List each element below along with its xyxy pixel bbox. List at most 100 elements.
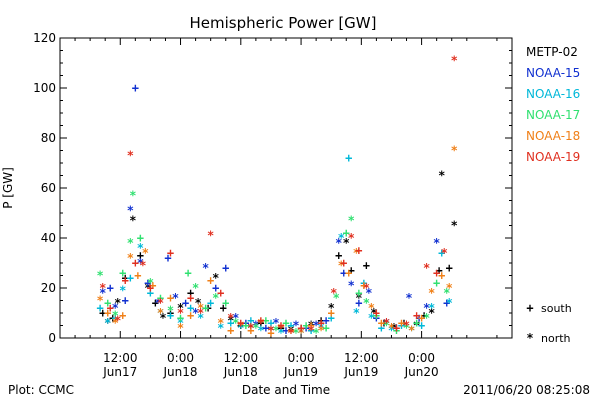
plot-timestamp: 2011/06/20 08:25:08: [463, 383, 590, 397]
data-point: +: [112, 311, 119, 325]
data-point: *: [343, 236, 350, 250]
data-point: *: [129, 214, 136, 228]
data-point: *: [217, 316, 224, 330]
data-point: +: [373, 311, 380, 325]
data-point: *: [365, 286, 372, 300]
data-point: *: [433, 236, 440, 250]
data-point: *: [139, 259, 146, 273]
data-point: +: [433, 276, 440, 290]
data-point: *: [370, 306, 377, 320]
data-point: +: [307, 319, 314, 333]
data-point: +: [167, 291, 174, 305]
data-point: +: [363, 259, 370, 273]
data-point: +: [380, 316, 387, 330]
data-point: *: [428, 306, 435, 320]
data-point: +: [167, 246, 174, 260]
data-point: *: [307, 324, 314, 338]
data-point: *: [423, 301, 430, 315]
data-point: +: [242, 316, 249, 330]
data-point: +: [418, 311, 425, 325]
data-point: *: [313, 319, 320, 333]
data-point: *: [383, 319, 390, 333]
data-point: +: [393, 321, 400, 335]
data-point: +: [355, 286, 362, 300]
legend-entry: NOAA-19: [526, 150, 580, 164]
legend-entry: NOAA-17: [526, 108, 580, 122]
data-point: +: [418, 319, 425, 333]
data-point: +: [187, 309, 194, 323]
x-tick-date: Jun19: [343, 365, 378, 379]
data-point: +: [107, 301, 114, 315]
data-point: +: [318, 316, 325, 330]
data-point: *: [177, 316, 184, 330]
data-point: *: [368, 301, 375, 315]
y-tick-label: 20: [41, 281, 56, 295]
x-tick-date: Jun20: [404, 365, 439, 379]
data-point: +: [393, 324, 400, 338]
data-point: +: [323, 321, 330, 335]
data-point: +: [237, 319, 244, 333]
data-point: +: [184, 266, 191, 280]
data-point: *: [247, 321, 254, 335]
data-point: +: [164, 251, 171, 265]
data-point: +: [328, 306, 335, 320]
data-point: *: [217, 321, 224, 335]
data-point: +: [420, 309, 427, 323]
data-point: *: [277, 321, 284, 335]
data-point: *: [355, 291, 362, 305]
data-point: *: [446, 296, 453, 310]
data-point: +: [257, 316, 264, 330]
data-point: +: [398, 316, 405, 330]
data-point: +: [443, 296, 450, 310]
data-point: +: [242, 319, 249, 333]
data-point: *: [428, 286, 435, 300]
data-point: +: [222, 296, 229, 310]
data-point: *: [413, 319, 420, 333]
data-point: *: [348, 231, 355, 245]
data-point: *: [338, 259, 345, 273]
data-point: +: [157, 291, 164, 305]
data-point: *: [99, 286, 106, 300]
data-point: *: [297, 326, 304, 340]
data-point: *: [408, 324, 415, 338]
x-tick-date: Jun19: [283, 365, 318, 379]
data-point: +: [104, 296, 111, 310]
data-point: +: [217, 286, 224, 300]
data-point: +: [282, 324, 289, 338]
data-point: *: [127, 251, 134, 265]
y-axis: 0 20 40 60 80 100 120: [33, 31, 512, 345]
data-point: *: [227, 311, 234, 325]
data-point: *: [197, 311, 204, 325]
data-point: *: [383, 316, 390, 330]
data-point: *: [383, 316, 390, 330]
data-point: +: [99, 306, 106, 320]
data-point: *: [423, 261, 430, 275]
data-point: +: [433, 266, 440, 280]
legend-entry: NOAA-16: [526, 87, 580, 101]
data-point: +: [355, 244, 362, 258]
data-point: +: [318, 314, 325, 328]
data-point: +: [400, 316, 407, 330]
data-point: +: [167, 309, 174, 323]
data-point: *: [154, 296, 161, 310]
data-point: +: [328, 311, 335, 325]
data-point: +: [345, 151, 352, 165]
data-point: +: [122, 271, 129, 285]
data-point: +: [323, 314, 330, 328]
y-tick-label: 100: [33, 81, 56, 95]
x-tick-time: 12:00: [224, 351, 259, 365]
data-point: +: [345, 266, 352, 280]
data-point: *: [451, 219, 458, 233]
data-point: +: [340, 256, 347, 270]
data-point: *: [177, 306, 184, 320]
data-point: *: [227, 314, 234, 328]
data-point: *: [438, 169, 445, 183]
data-point: +: [413, 309, 420, 323]
data-point: *: [112, 301, 119, 315]
data-point: +: [147, 281, 154, 295]
y-tick-label: 80: [41, 131, 56, 145]
y-tick-label: 60: [41, 181, 56, 195]
y-tick-label: 0: [48, 331, 56, 345]
data-point: *: [159, 311, 166, 325]
data-point: +: [360, 279, 367, 293]
